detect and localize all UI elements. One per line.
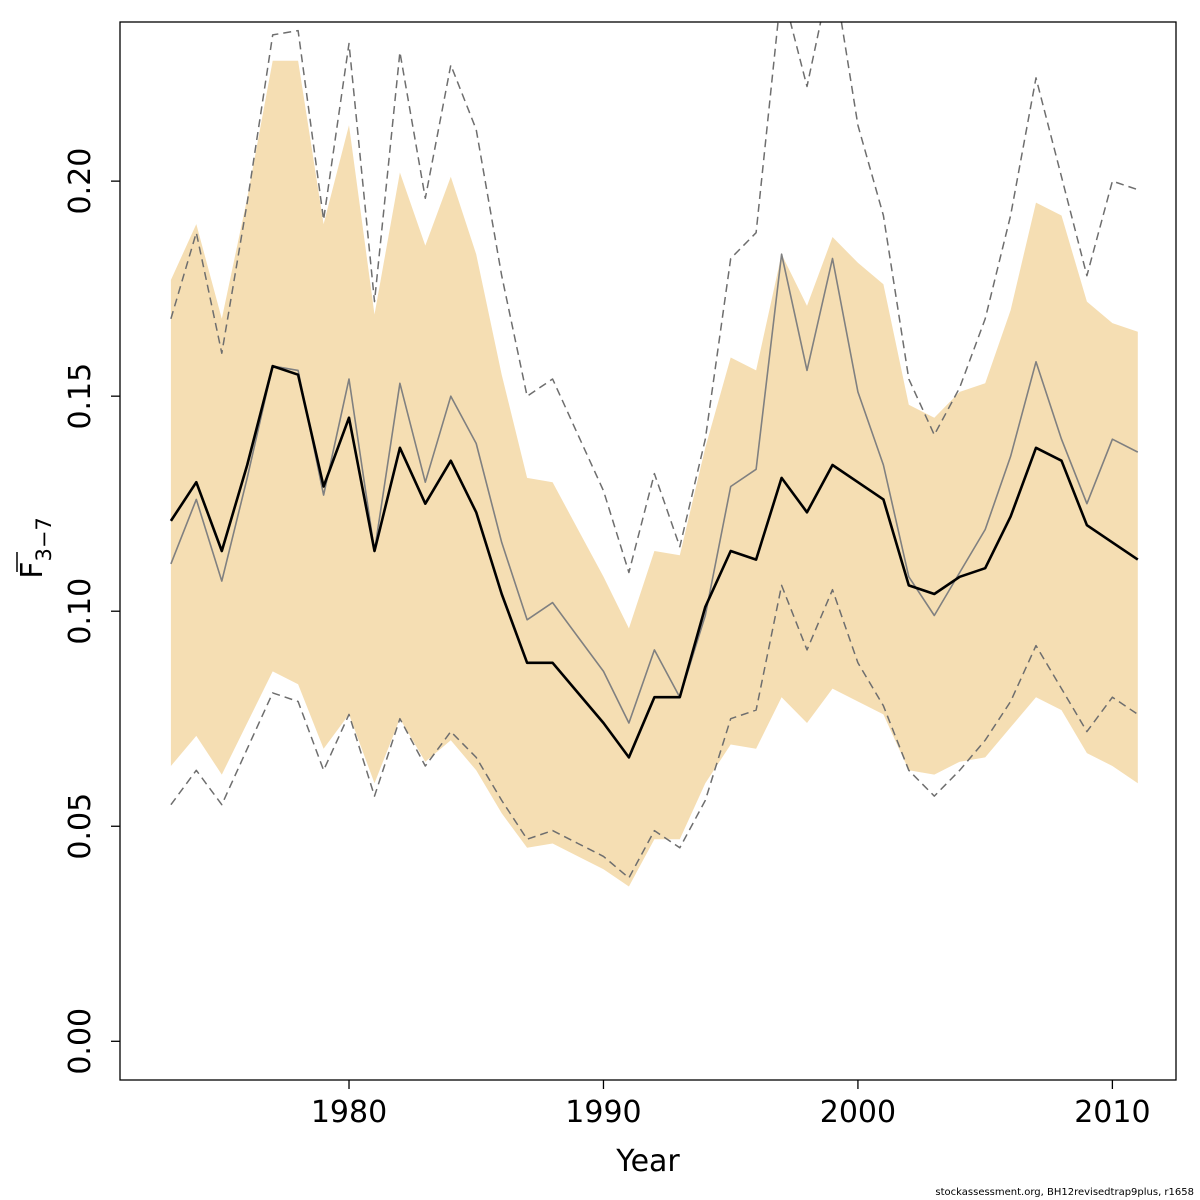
confidence-band <box>170 60 1138 887</box>
source-footnote: stockassessment.org, BH12revisedtrap9plu… <box>935 1187 1194 1198</box>
y-tick-label: 0.15 <box>63 363 98 430</box>
y-axis-title-main: F <box>15 562 50 579</box>
y-tick-label: 0.10 <box>63 578 98 645</box>
x-tick-label: 2010 <box>1074 1095 1150 1130</box>
series-line-upper-bound <box>170 22 1139 574</box>
svg-text:F3−7: F3−7 <box>15 517 56 579</box>
y-axis-title: F3−7 <box>15 517 56 579</box>
y-axis-title-sub: 3−7 <box>32 517 56 561</box>
x-tick-label: 2000 <box>820 1095 896 1130</box>
x-axis-title: Year <box>615 1144 680 1179</box>
series-line-alternate <box>170 253 1139 724</box>
axes: 1980 1990 2000 2010 0.00 0.05 0.10 0.15 0.20 <box>63 148 1151 1130</box>
plot-frame <box>119 21 1177 1081</box>
x-tick-label: 1980 <box>311 1095 387 1130</box>
y-tick-label: 0.05 <box>63 793 98 860</box>
series-line-lower-bound <box>170 584 1139 879</box>
x-tick-label: 1990 <box>565 1095 641 1130</box>
series-line-estimate <box>169 364 1139 759</box>
y-tick-label: 0.00 <box>63 1008 98 1075</box>
plot-area <box>169 22 1139 887</box>
y-tick-label: 0.20 <box>63 148 98 215</box>
